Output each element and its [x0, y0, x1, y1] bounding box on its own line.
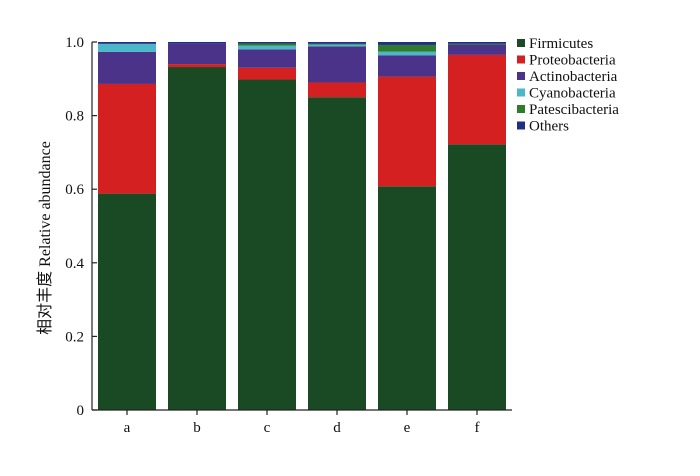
x-ticks-group: a b c d e f — [124, 410, 480, 436]
legend-label-firmicutes: Firmicutes — [529, 36, 593, 52]
bar-segment-f-actinobacteria — [448, 44, 506, 55]
y-tick-label: 1.0 — [65, 35, 84, 51]
y-axis-label: 相对丰度 Relative abundance — [36, 141, 54, 335]
y-tick-label: 0 — [77, 403, 85, 419]
x-tick-label: b — [193, 420, 201, 436]
bar-segment-d-firmicutes — [308, 97, 366, 410]
bar-segment-a-cyanobacteria — [98, 43, 156, 52]
bar-segment-a-proteobacteria — [98, 83, 156, 194]
bar-segment-f-patescibacteria — [448, 43, 506, 45]
legend: FirmicutesProteobacteriaActinobacteriaCy… — [517, 36, 619, 135]
bar-segment-e-firmicutes — [378, 186, 436, 410]
bar-segment-d-actinobacteria — [308, 46, 366, 83]
bar-segment-c-patescibacteria — [238, 43, 296, 46]
legend-label-others: Others — [529, 119, 569, 135]
bar-segment-f-firmicutes — [448, 144, 506, 410]
bar-segment-b-others — [168, 42, 226, 44]
bar-segment-b-actinobacteria — [168, 43, 226, 65]
x-tick-label: e — [404, 420, 411, 436]
legend-swatch-others — [517, 121, 525, 130]
bar-segment-c-actinobacteria — [238, 49, 296, 68]
bar-segment-f-others — [448, 42, 506, 44]
bar-segment-b-firmicutes — [168, 67, 226, 411]
bar-segment-e-actinobacteria — [378, 55, 436, 77]
bars-group — [98, 42, 506, 411]
y-ticks-group: 0 0.2 0.4 0.6 0.8 1.0 — [65, 35, 97, 419]
legend-swatch-actinobacteria — [517, 72, 525, 80]
y-tick-label: 0.6 — [65, 182, 84, 198]
y-tick-label: 0.4 — [65, 256, 84, 272]
bar-segment-d-patescibacteria — [308, 43, 366, 45]
bar-segment-c-proteobacteria — [238, 67, 296, 80]
y-tick-label: 0.8 — [65, 109, 84, 125]
bar-segment-a-actinobacteria — [98, 51, 156, 84]
bar-segment-e-cyanobacteria — [378, 51, 436, 56]
bar-segment-b-proteobacteria — [168, 64, 226, 68]
bar-segment-c-others — [238, 42, 296, 44]
bar-segment-f-proteobacteria — [448, 54, 506, 145]
bar-segment-c-cyanobacteria — [238, 45, 296, 50]
bar-segment-d-others — [308, 42, 366, 44]
bar-segment-a-others — [98, 42, 156, 44]
legend-label-patescibacteria: Patescibacteria — [529, 102, 619, 118]
legend-label-actinobacteria: Actinobacteria — [529, 69, 618, 85]
x-tick-label: c — [264, 420, 271, 436]
x-tick-label: d — [333, 420, 341, 436]
bar-segment-c-firmicutes — [238, 79, 296, 410]
bar-segment-d-proteobacteria — [308, 82, 366, 98]
legend-swatch-patescibacteria — [517, 105, 525, 113]
bar-segment-e-proteobacteria — [378, 76, 436, 187]
x-tick-label: f — [475, 420, 480, 436]
x-tick-label: a — [124, 420, 131, 436]
legend-label-proteobacteria: Proteobacteria — [529, 53, 616, 69]
y-tick-label: 0.2 — [65, 329, 84, 345]
axes-group — [91, 42, 512, 411]
legend-label-cyanobacteria: Cyanobacteria — [529, 86, 616, 102]
bar-segment-e-patescibacteria — [378, 44, 436, 52]
legend-swatch-firmicutes — [517, 39, 525, 47]
bar-segment-e-others — [378, 42, 436, 45]
legend-swatch-cyanobacteria — [517, 88, 525, 97]
bar-segment-a-firmicutes — [98, 193, 156, 410]
legend-swatch-proteobacteria — [517, 55, 525, 64]
bar-segment-d-cyanobacteria — [308, 44, 366, 47]
